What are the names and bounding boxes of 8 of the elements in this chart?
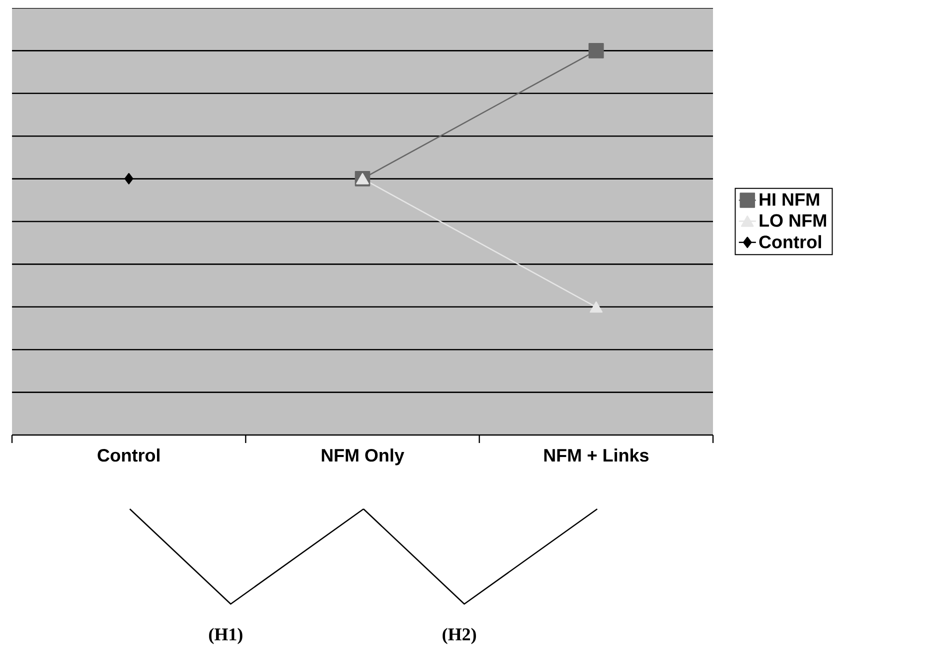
legend-label: HI NFM (760, 193, 820, 206)
text: (H1) (209, 628, 242, 644)
legend-label: LO NFM (760, 214, 826, 227)
legend-label: Control (759, 235, 822, 248)
text: (H2) (442, 628, 476, 644)
x-tick-label: NFM Only (322, 448, 404, 466)
x-tick-label: NFM + Links (544, 448, 648, 462)
x-tick-label: Control (98, 448, 160, 462)
